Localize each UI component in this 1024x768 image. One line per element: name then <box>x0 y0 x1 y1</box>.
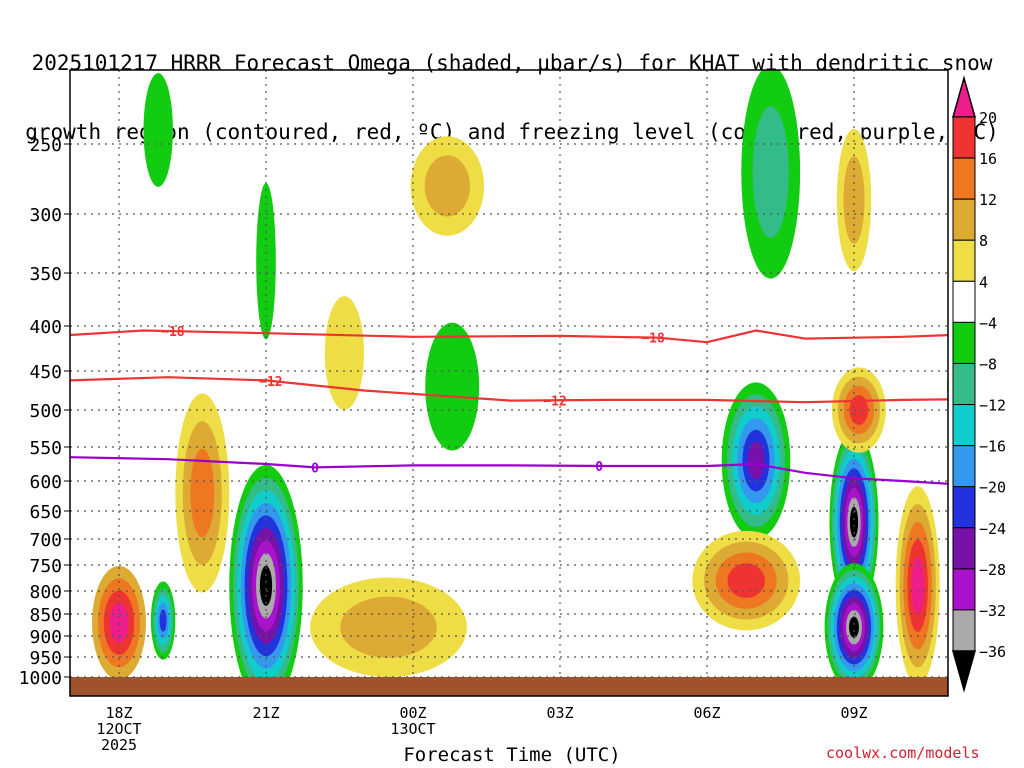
omega-region-4-level--4 <box>256 183 276 340</box>
colorbar-bottom-tip <box>952 650 976 693</box>
colorbar: 20 16 12 8 4 −4 −8 −12 −16 −20 −24 −28 −32 −36 <box>952 75 1006 693</box>
colorbar-label-5: −4 <box>979 314 997 332</box>
x-axis-label: Forecast Time (UTC) <box>403 744 621 766</box>
colorbar-box-11 <box>952 568 976 611</box>
omega-region-5-level--4 <box>143 73 173 187</box>
y-tick-label-750: 750 <box>29 556 62 577</box>
colorbar-label-11: −28 <box>979 561 1006 579</box>
y-tick-label-950: 950 <box>29 648 62 669</box>
contour-label-freezing-level-1: 0 <box>595 460 603 475</box>
y-tick-label-400: 400 <box>29 317 62 338</box>
omega-region-15-level-16 <box>849 395 869 425</box>
colorbar-label-6: −8 <box>979 355 997 373</box>
colorbar-label-9: −20 <box>979 479 1006 497</box>
omega-region-14-level--36 <box>849 616 859 638</box>
y-tick-label-650: 650 <box>29 502 62 523</box>
omega-region-7-level-8 <box>424 155 470 217</box>
colorbar-label-7: −12 <box>979 397 1006 415</box>
y-tick-label-250: 250 <box>29 135 62 156</box>
ground-bar <box>70 677 948 696</box>
x-tick-label-18Z-2: 2025 <box>101 736 137 754</box>
contour-label-dendritic-upper-1: −18 <box>641 332 665 347</box>
colorbar-box-1 <box>952 157 976 200</box>
y-tick-label-300: 300 <box>29 205 62 226</box>
omega-region-9-level-8 <box>340 596 437 658</box>
grid-lines <box>70 70 948 678</box>
chart-title-line1: 2025101217 HRRR Forecast Omega (shaded, … <box>31 51 993 75</box>
colorbar-box-6 <box>952 362 976 406</box>
y-tick-label-800: 800 <box>29 582 62 603</box>
chart-title-line2: growth region (contoured, red, ºC) and f… <box>25 120 999 144</box>
colorbar-box-0 <box>952 116 976 159</box>
omega-region-13-level--36 <box>849 506 859 538</box>
colorbar-label-4: 4 <box>979 273 988 291</box>
colorbar-label-3: 8 <box>979 232 988 250</box>
omega-region-11-level-16 <box>727 563 765 598</box>
source-credit: coolwx.com/models <box>826 744 980 762</box>
colorbar-box-5 <box>952 321 976 364</box>
y-tick-label-600: 600 <box>29 472 62 493</box>
contour-label-freezing-level-0: 0 <box>311 461 319 476</box>
contour-dendritic-lower <box>70 376 948 404</box>
colorbar-label-13: −36 <box>979 643 1006 661</box>
y-tick-label-900: 900 <box>29 627 62 648</box>
omega-region-1-level--20 <box>159 609 167 632</box>
colorbar-label-0: 20 <box>979 109 997 127</box>
x-tick-label-00Z-0: 00Z <box>399 704 426 722</box>
colorbar-box-12 <box>952 609 976 652</box>
x-tick-label-18Z-0: 18Z <box>105 704 132 722</box>
x-tick-label-03Z-0: 03Z <box>546 704 573 722</box>
contour-freezing-level <box>70 456 948 485</box>
contour-label-dendritic-lower-1: −12 <box>543 394 566 409</box>
colorbar-box-8 <box>952 445 976 488</box>
chart-title: 2025101217 HRRR Forecast Omega (shaded, … <box>0 6 1024 167</box>
omega-region-16-level-8 <box>843 156 865 244</box>
colorbar-label-10: −24 <box>979 520 1006 538</box>
colorbar-label-8: −16 <box>979 438 1006 456</box>
contour-label-dendritic-upper-0: −18 <box>161 325 185 340</box>
colorbar-label-2: 12 <box>979 191 997 209</box>
temperature-contours: −18 −18 −12 −12 0 0 <box>70 325 948 485</box>
y-tick-label-1000: 1000 <box>19 668 62 689</box>
plot-frame <box>69 69 949 697</box>
y-tick-label-550: 550 <box>29 438 62 459</box>
omega-region-12-level--8 <box>752 106 789 238</box>
y-axis: 2503003504004505005506006507007508008509… <box>19 135 70 689</box>
x-tick-label-06Z-0: 06Z <box>693 704 720 722</box>
colorbar-label-1: 16 <box>979 150 997 168</box>
x-tick-label-18Z-1: 12OCT <box>96 720 141 738</box>
contour-label-dendritic-lower-0: −12 <box>259 375 282 390</box>
y-tick-label-850: 850 <box>29 605 62 626</box>
y-tick-label-500: 500 <box>29 401 62 422</box>
y-tick-label-700: 700 <box>29 530 62 551</box>
colorbar-label-12: −32 <box>979 602 1006 620</box>
omega-region-17-level-20 <box>911 557 924 615</box>
omega-region-6-level-4 <box>324 296 364 410</box>
y-tick-label-350: 350 <box>29 264 62 285</box>
colorbar-top-tip <box>952 75 976 118</box>
colorbar-box-3 <box>952 239 976 282</box>
x-tick-label-09Z-0: 09Z <box>840 704 867 722</box>
omega-region-8-level--4 <box>425 322 480 451</box>
colorbar-box-2 <box>952 198 976 241</box>
omega-region-3-level--36 <box>259 565 273 606</box>
colorbar-box-4 <box>952 280 976 323</box>
omega-region-10-level--24 <box>747 441 765 480</box>
colorbar-box-9 <box>952 486 976 529</box>
contour-dendritic-upper <box>70 329 948 344</box>
omega-shading <box>92 70 948 677</box>
x-tick-label-21Z-0: 21Z <box>252 704 279 722</box>
omega-region-0-level-20 <box>109 603 129 643</box>
omega-region-2-level-12 <box>190 448 215 538</box>
colorbar-box-10 <box>952 527 976 570</box>
colorbar-box-7 <box>952 404 976 447</box>
y-tick-label-450: 450 <box>29 362 62 383</box>
x-tick-label-00Z-1: 13OCT <box>390 720 435 738</box>
